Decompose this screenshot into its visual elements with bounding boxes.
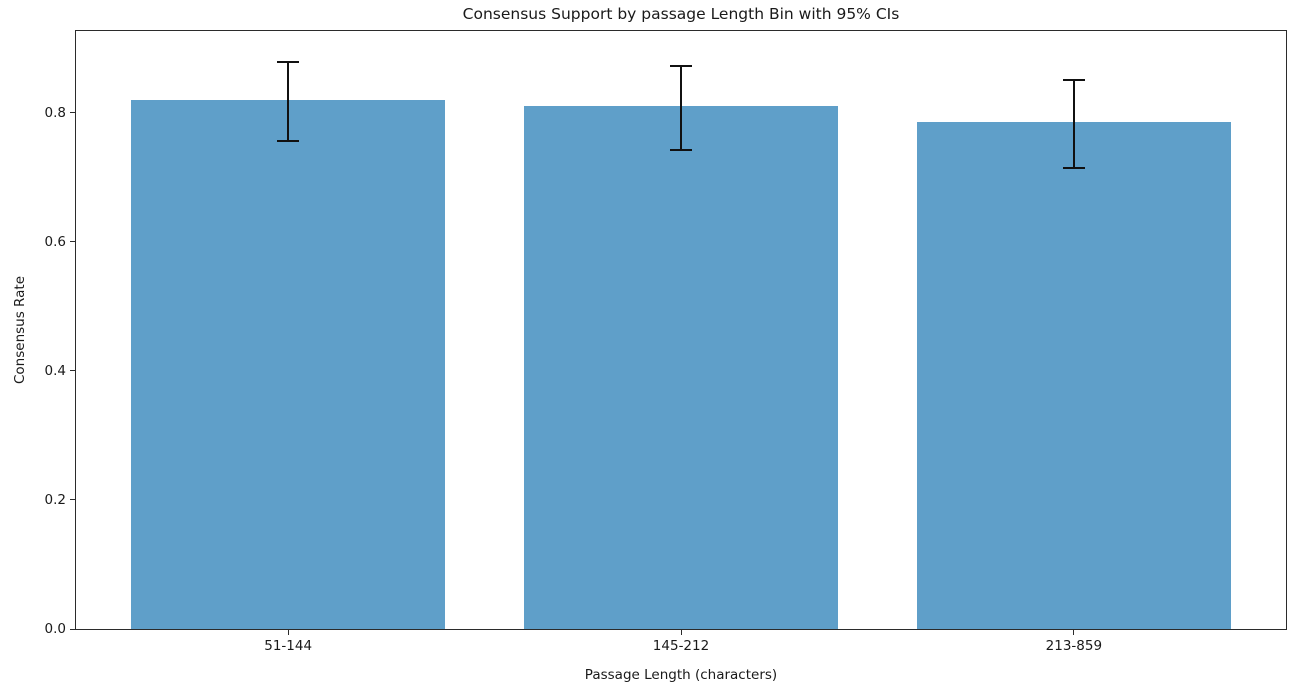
bar [523, 106, 839, 629]
y-tick-mark [70, 370, 75, 372]
y-tick-label: 0.6 [44, 233, 66, 250]
plot-area: 0.0 0.2 0.4 0.6 0.8 51-144 145-212 213-859 [45, 30, 1287, 654]
error-bar-line [680, 65, 682, 150]
y-tick-mark [70, 499, 75, 501]
x-tick-mark [287, 630, 289, 635]
error-bar-cap-bottom [670, 148, 692, 151]
error-bar-cap-top [277, 60, 300, 63]
y-axis-label: Consensus Rate [12, 275, 28, 385]
y-tick-mark [70, 112, 75, 114]
x-tick-label: 145-212 [652, 638, 710, 654]
bar [131, 100, 446, 629]
error-bar-line [287, 61, 290, 141]
chart-title: Consensus Support by passage Length Bin … [462, 5, 900, 23]
x-tick-mark [680, 630, 682, 635]
error-bar-line [1072, 80, 1075, 168]
error-bar-cap-top [670, 64, 692, 67]
error-bar-cap-bottom [1062, 166, 1085, 169]
bar [916, 121, 1231, 629]
y-tick-mark [70, 241, 75, 243]
x-tick-label: 213-859 [1045, 638, 1103, 654]
y-tick-mark [70, 628, 75, 630]
x-tick-mark [1073, 630, 1075, 635]
y-tick-label: 0.8 [44, 104, 66, 121]
y-tick-label: 0.0 [44, 621, 66, 637]
y-tick-label: 0.2 [44, 491, 66, 508]
error-bar-cap-bottom [277, 139, 300, 142]
x-tick-label: 51-144 [264, 638, 313, 654]
x-axis-label: Passage Length (characters) [584, 667, 778, 683]
y-tick-label: 0.4 [44, 362, 66, 379]
error-bar-cap-top [1062, 79, 1085, 82]
